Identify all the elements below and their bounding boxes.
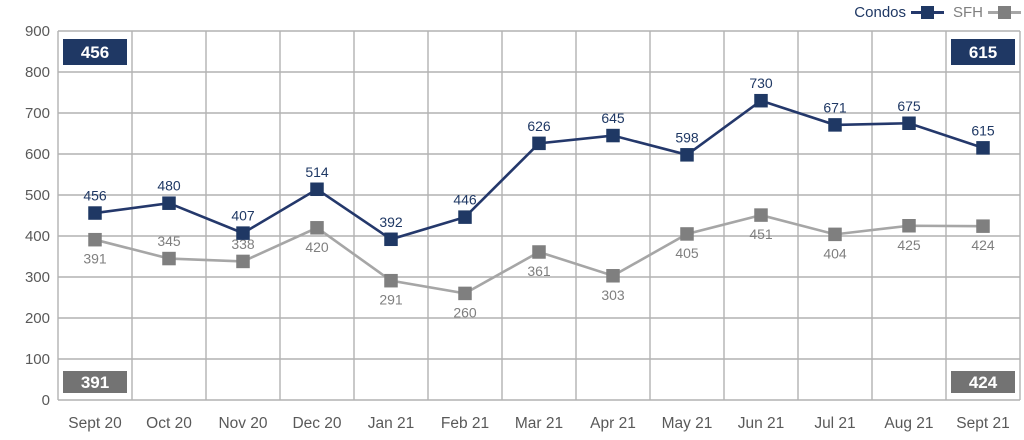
condos-data-label: 598 — [675, 129, 699, 145]
condos-line-marker-icon — [911, 6, 944, 19]
condos-marker — [532, 136, 546, 151]
sfh-data-label: 303 — [601, 287, 625, 303]
sfh-data-label: 420 — [305, 239, 329, 255]
legend-item-sfh: SFH — [953, 5, 1021, 20]
sfh-marker — [88, 232, 102, 247]
legend: Condos SFH — [854, 5, 1021, 20]
x-axis-tick-label: May 21 — [662, 415, 713, 432]
x-axis-tick-label: Nov 20 — [218, 415, 267, 432]
y-axis-tick-label: 900 — [25, 23, 50, 40]
sfh-marker — [310, 221, 324, 235]
condos-data-label: 407 — [231, 208, 255, 224]
condos-data-label: 730 — [749, 75, 773, 91]
badge-bottom-right — [951, 371, 1015, 393]
badge-top-left — [63, 39, 127, 65]
condos-legend-square — [921, 6, 934, 19]
sfh-data-label: 405 — [675, 245, 699, 261]
sfh-marker — [606, 269, 620, 283]
condos-data-label: 480 — [157, 178, 181, 194]
condos-data-label: 456 — [83, 188, 107, 204]
condos-marker — [754, 93, 768, 108]
x-axis-tick-label: Dec 20 — [292, 415, 341, 432]
sfh-marker — [384, 273, 398, 288]
x-axis-tick-label: Apr 21 — [590, 415, 636, 432]
y-axis-tick-label: 600 — [25, 146, 50, 163]
y-axis-tick-label: 300 — [25, 269, 50, 286]
y-axis-tick-label: 500 — [25, 187, 50, 204]
badge-bottom-left-value: 391 — [81, 373, 109, 392]
sfh-data-label: 291 — [379, 292, 403, 308]
x-axis-tick-label: Sept 21 — [956, 415, 1009, 432]
sfh-data-label: 361 — [527, 263, 551, 279]
badge-bottom-left — [63, 371, 127, 393]
legend-label-condos: Condos — [854, 4, 906, 21]
y-axis-tick-label: 100 — [25, 351, 50, 368]
legend-item-condos: Condos — [854, 5, 944, 20]
sfh-data-label: 338 — [231, 236, 255, 252]
sfh-legend-square — [998, 6, 1011, 19]
sfh-data-label: 404 — [823, 245, 847, 261]
sfh-marker — [236, 254, 250, 269]
x-axis-tick-label: Feb 21 — [441, 415, 489, 432]
y-axis-tick-label: 200 — [25, 310, 50, 327]
condos-data-label: 671 — [823, 99, 847, 115]
sfh-marker — [976, 219, 990, 233]
x-axis-tick-label: Jun 21 — [738, 415, 785, 432]
legend-label-sfh: SFH — [953, 4, 983, 21]
sfh-marker — [828, 227, 842, 242]
x-axis-tick-label: Oct 20 — [146, 415, 192, 432]
condos-data-label: 675 — [897, 98, 921, 114]
badge-top-left-value: 456 — [81, 43, 109, 62]
badge-bottom-right-value: 424 — [969, 373, 998, 392]
condos-marker — [976, 141, 990, 155]
badge-top-right-value: 615 — [969, 43, 997, 62]
x-axis-tick-label: Aug 21 — [884, 415, 933, 432]
condos-marker — [162, 196, 176, 210]
sfh-data-label: 345 — [157, 233, 181, 249]
condos-marker — [88, 206, 102, 220]
y-axis-tick-label: 700 — [25, 105, 50, 122]
condos-marker — [310, 182, 324, 197]
sfh-data-label: 260 — [453, 304, 477, 320]
sfh-line-marker-icon — [988, 6, 1021, 19]
condos-marker — [236, 226, 250, 240]
y-axis-tick-label: 400 — [25, 228, 50, 245]
sfh-data-label: 451 — [749, 226, 773, 242]
condos-data-label: 645 — [601, 110, 625, 126]
sfh-marker — [162, 251, 176, 266]
condos-marker — [458, 210, 472, 224]
condos-data-label: 514 — [305, 164, 329, 180]
sfh-data-label: 425 — [897, 237, 921, 253]
condos-marker — [384, 232, 398, 247]
condos-marker — [828, 118, 842, 132]
x-axis-tick-label: Jan 21 — [368, 415, 415, 432]
x-axis-tick-label: Sept 20 — [68, 415, 122, 432]
sfh-marker — [902, 219, 916, 233]
badge-top-right — [951, 39, 1015, 65]
condos-data-label: 392 — [379, 214, 403, 230]
sfh-marker — [680, 227, 694, 241]
sfh-marker — [458, 286, 472, 301]
condos-data-label: 615 — [971, 122, 995, 138]
x-axis-tick-label: Mar 21 — [515, 415, 563, 432]
x-axis-tick-label: Jul 21 — [814, 415, 855, 432]
sfh-marker — [754, 208, 768, 222]
condos-data-label: 626 — [527, 118, 551, 134]
condos-marker — [606, 128, 620, 143]
y-axis-tick-label: 800 — [25, 64, 50, 81]
condos-marker — [902, 116, 916, 130]
y-axis-tick-label: 0 — [42, 392, 50, 409]
condos-data-label: 446 — [453, 192, 477, 208]
condos-marker — [680, 148, 694, 162]
sfh-data-label: 391 — [83, 251, 107, 267]
sfh-data-label: 424 — [971, 237, 995, 253]
sfh-marker — [532, 245, 546, 259]
